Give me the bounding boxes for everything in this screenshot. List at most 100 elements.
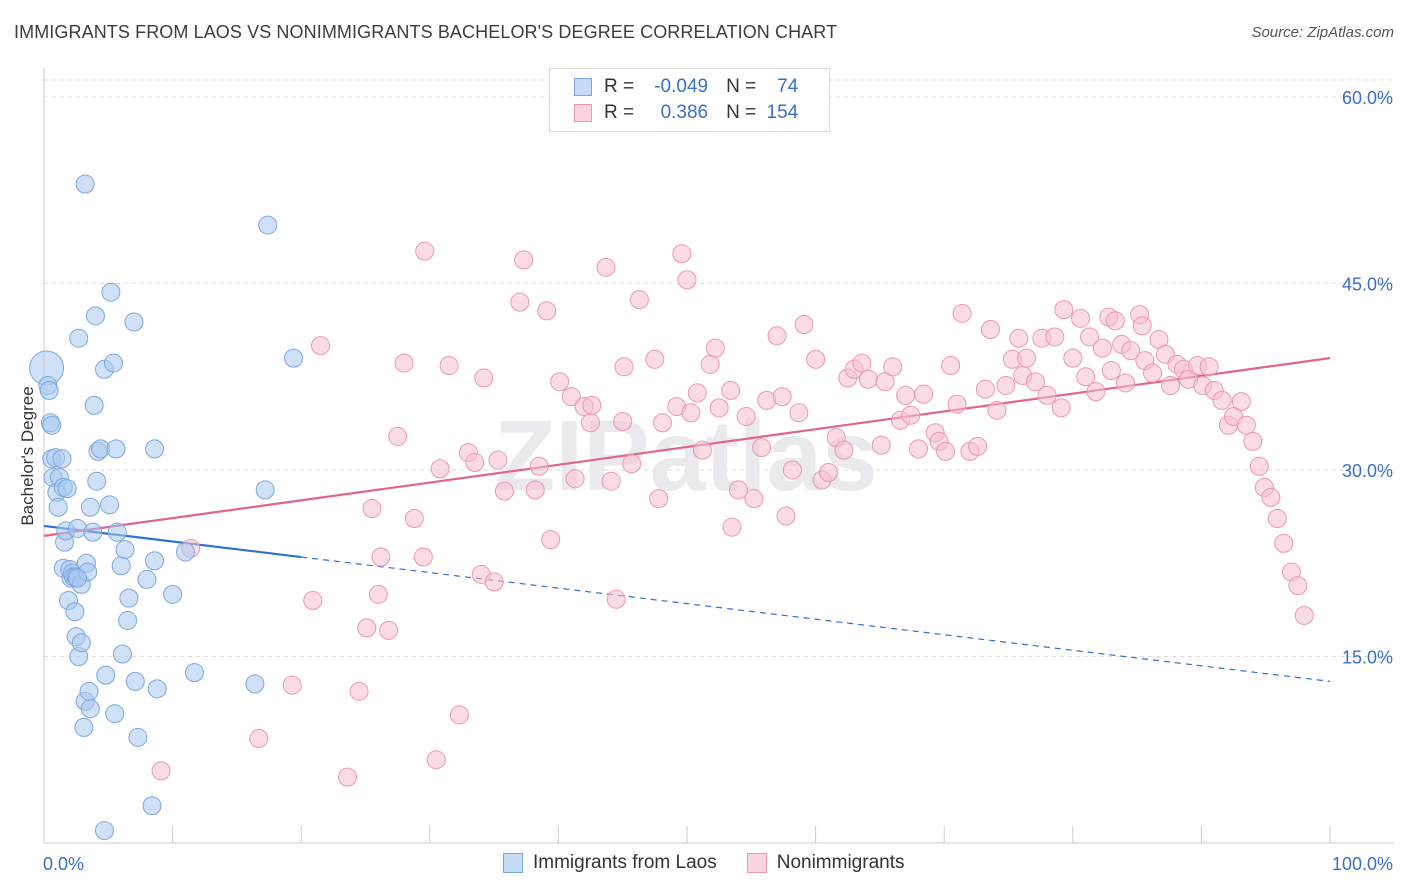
nonimmigrant-point	[1086, 382, 1106, 402]
nonimmigrant-point	[1132, 316, 1152, 336]
immigrant-point	[52, 449, 72, 469]
nonimmigrant-point	[935, 441, 955, 461]
legend-swatch-blue	[503, 853, 523, 873]
nonimmigrant-point	[1267, 508, 1287, 528]
nonimmigrant-point	[565, 469, 585, 489]
nonimmigrant-point	[1037, 385, 1057, 405]
nonimmigrant-point	[249, 729, 269, 749]
legend-item-immigrants[interactable]: Immigrants from Laos	[503, 852, 717, 874]
nonimmigrant-point	[1092, 338, 1112, 358]
immigrant-point	[79, 681, 99, 701]
nonimmigrant-point	[449, 705, 469, 725]
nonimmigrant-point	[484, 572, 504, 592]
immigrant-point	[84, 395, 104, 415]
nonimmigrant-point	[550, 372, 570, 392]
nonimmigrant-point	[357, 618, 377, 638]
nonimmigrant-point	[901, 405, 921, 425]
nonimmigrant-point	[303, 591, 323, 611]
correlation-legend: R = -0.049 N = 74 R = 0.386 N = 154	[549, 68, 830, 132]
nonimmigrant-point	[310, 336, 330, 356]
nonimmigrant-point	[806, 349, 826, 369]
nonimmigrant-point	[1288, 576, 1308, 596]
immigrant-point	[258, 215, 278, 235]
axis-labels: 15.0% 30.0% 45.0% 60.0% 0.0% 100.0% Bachelor's…	[18, 88, 1393, 874]
nonimmigrant-point	[1231, 392, 1251, 412]
nonimmigrant-point	[728, 480, 748, 500]
nonimmigrant-point	[1054, 300, 1074, 320]
immigrant-point	[80, 497, 100, 517]
nonimmigrant-trend-line	[43, 357, 1331, 537]
nonimmigrant-point	[596, 257, 616, 277]
nonimmigrant-point	[151, 761, 171, 781]
nonimmigrant-point	[439, 356, 459, 376]
x-tick-label: 100.0%	[1332, 854, 1393, 874]
nonimmigrant-point	[722, 517, 742, 537]
immigrant-point	[107, 522, 127, 542]
nonimmigrant-point	[537, 301, 557, 321]
nonimmigrant-point	[349, 681, 369, 701]
nonimmigrant-point	[1261, 487, 1281, 507]
immigrant-point	[85, 306, 105, 326]
immigrant-point	[101, 282, 121, 302]
immigrant-point	[67, 568, 87, 588]
legend-r-label: R =	[604, 102, 635, 123]
nonimmigrant-point	[1212, 390, 1232, 410]
y-tick-label: 45.0%	[1342, 275, 1393, 295]
nonimmigrant-point	[1080, 327, 1100, 347]
immigrant-point	[48, 497, 68, 517]
nonimmigrant-point	[362, 499, 382, 519]
immigrant-point	[75, 174, 95, 194]
nonimmigrant-point	[494, 481, 514, 501]
nonimmigrant-point	[672, 244, 692, 264]
nonimmigrant-point	[883, 357, 903, 377]
y-tick-label: 15.0%	[1342, 648, 1393, 668]
legend-r-value: 0.386	[660, 102, 709, 123]
immigrant-point	[124, 312, 144, 332]
nonimmigrant-point	[1294, 605, 1314, 625]
nonimmigrant-point	[488, 450, 508, 470]
legend-item-nonimmigrants[interactable]: Nonimmigrants	[746, 852, 905, 874]
nonimmigrant-point	[601, 471, 621, 491]
nonimmigrant-point	[996, 375, 1016, 395]
legend-r-value: -0.049	[654, 76, 709, 97]
nonimmigrant-point	[388, 426, 408, 446]
nonimmigrant-point	[1045, 327, 1065, 347]
immigrant-point	[80, 699, 100, 719]
nonimmigrant-point	[914, 384, 934, 404]
nonimmigrant-point	[776, 506, 796, 526]
nonimmigrant-point	[514, 250, 534, 270]
nonimmigrant-point	[1143, 363, 1163, 383]
nonimmigrant-point	[622, 454, 642, 474]
immigrant-point	[71, 633, 91, 653]
nonimmigrant-point	[1101, 361, 1121, 381]
nonimmigrant-point	[606, 589, 626, 609]
nonimmigrant-point	[858, 369, 878, 389]
nonimmigrant-point	[772, 387, 792, 407]
legend-row-blue: R = -0.049 N = 74	[574, 75, 798, 99]
immigrant-point	[111, 556, 131, 576]
nonimmigrant-point	[1105, 311, 1125, 331]
nonimmigrant-point	[404, 508, 424, 528]
immigrant-point	[145, 439, 165, 459]
nonimmigrant-point	[415, 241, 435, 261]
immigrant-point	[163, 584, 183, 604]
nonimmigrant-point	[1274, 533, 1294, 553]
nonimmigrant-point	[413, 547, 433, 567]
immigrant-point	[128, 727, 148, 747]
nonimmigrant-point	[1076, 367, 1096, 387]
immigrant-point	[39, 380, 59, 400]
immigrant-point	[103, 353, 123, 373]
legend-n-label: N =	[726, 102, 757, 123]
immigrant-trend-extension	[301, 556, 1331, 682]
immigrant-point	[65, 602, 85, 622]
nonimmigrant-point	[1243, 431, 1263, 451]
immigrant-point	[245, 674, 265, 694]
nonimmigrant-point	[613, 412, 633, 432]
immigrant-point	[145, 551, 165, 571]
immigrant-point	[118, 610, 138, 630]
x-tick-label: 0.0%	[43, 854, 84, 874]
immigrant-point	[142, 796, 162, 816]
series-legend: Immigrants from Laos Nonimmigrants	[503, 852, 935, 874]
nonimmigrant-point	[510, 292, 530, 312]
legend-n-value: 74	[777, 76, 799, 97]
